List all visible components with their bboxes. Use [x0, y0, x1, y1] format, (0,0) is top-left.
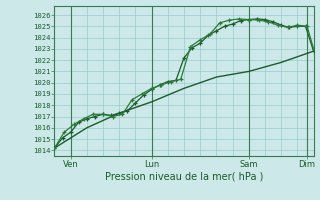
X-axis label: Pression niveau de la mer( hPa ): Pression niveau de la mer( hPa ) — [105, 172, 263, 182]
